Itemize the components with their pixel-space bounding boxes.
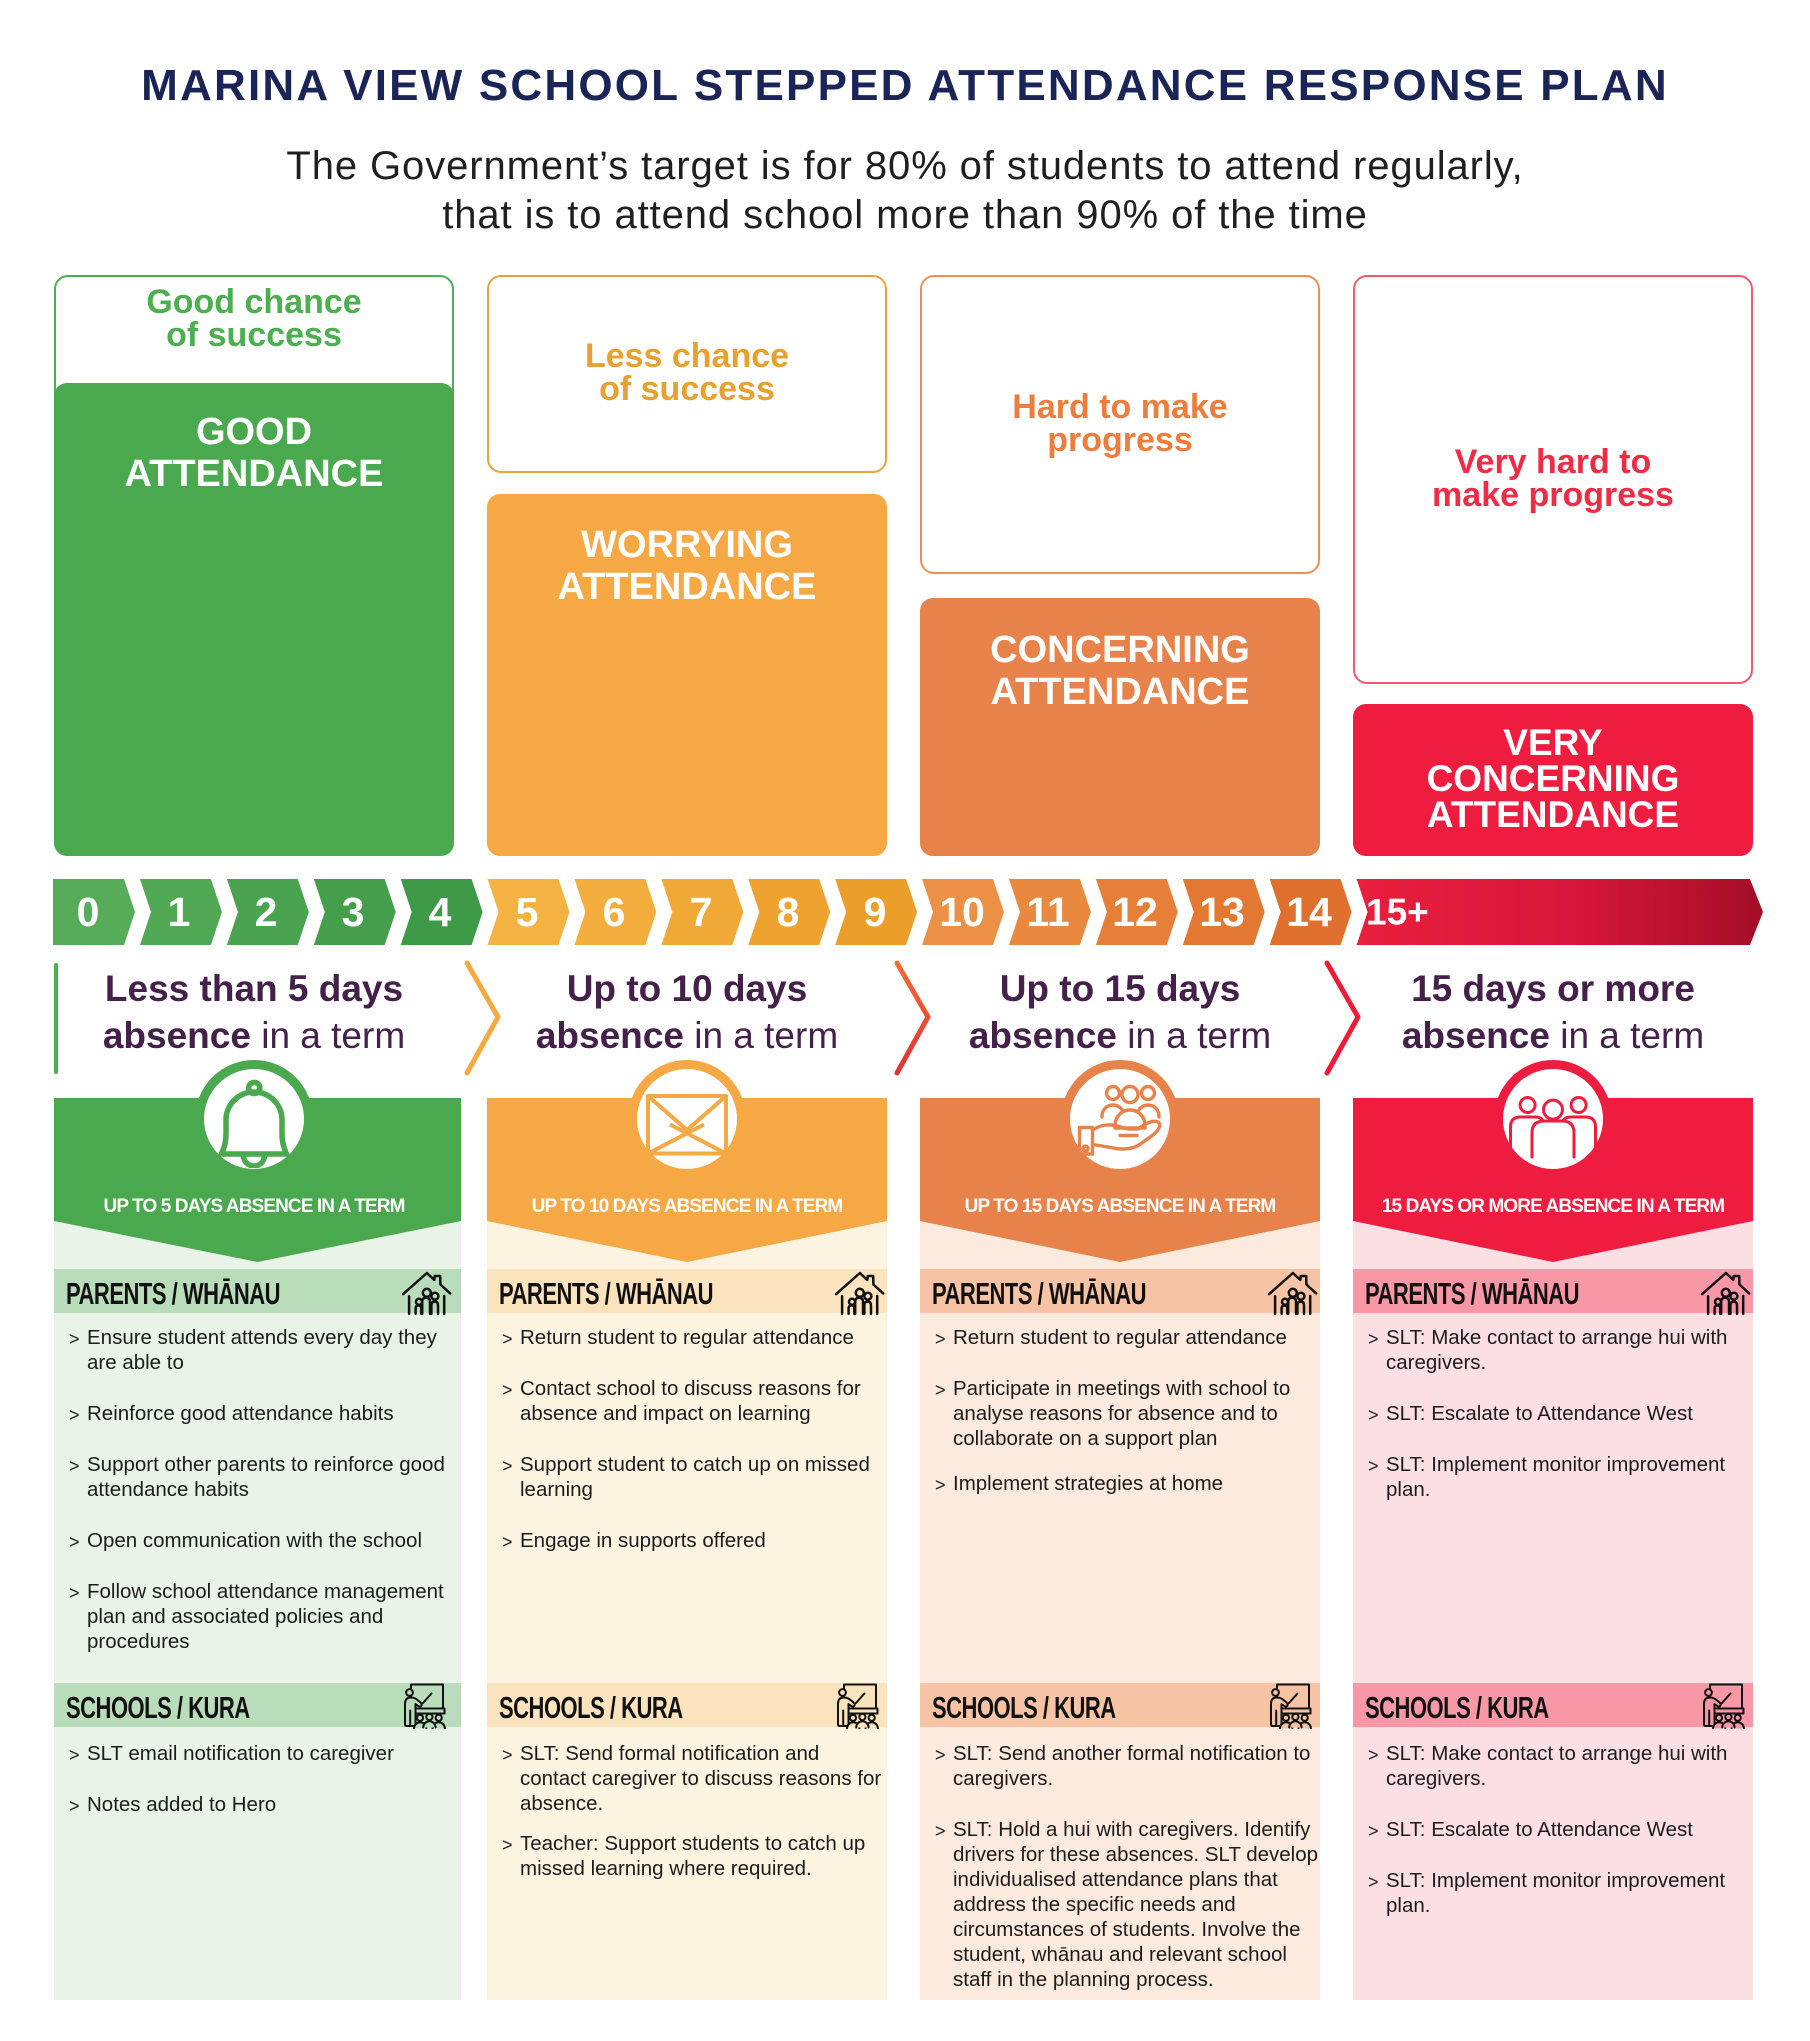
svg-text:8: 8: [777, 889, 800, 935]
svg-text:9: 9: [864, 889, 887, 935]
svg-text:7: 7: [690, 889, 713, 935]
svg-text:0: 0: [77, 889, 100, 935]
svg-text:4: 4: [429, 889, 452, 935]
svg-text:13: 13: [1199, 889, 1245, 935]
svg-text:6: 6: [603, 889, 626, 935]
svg-text:11: 11: [1026, 889, 1069, 935]
svg-text:1: 1: [168, 889, 191, 935]
svg-text:12: 12: [1112, 889, 1158, 935]
svg-text:5: 5: [516, 889, 539, 935]
svg-text:3: 3: [342, 889, 365, 935]
svg-text:15+: 15+: [1366, 892, 1429, 933]
svg-text:2: 2: [255, 889, 278, 935]
svg-text:14: 14: [1286, 889, 1332, 935]
svg-text:10: 10: [939, 889, 985, 935]
